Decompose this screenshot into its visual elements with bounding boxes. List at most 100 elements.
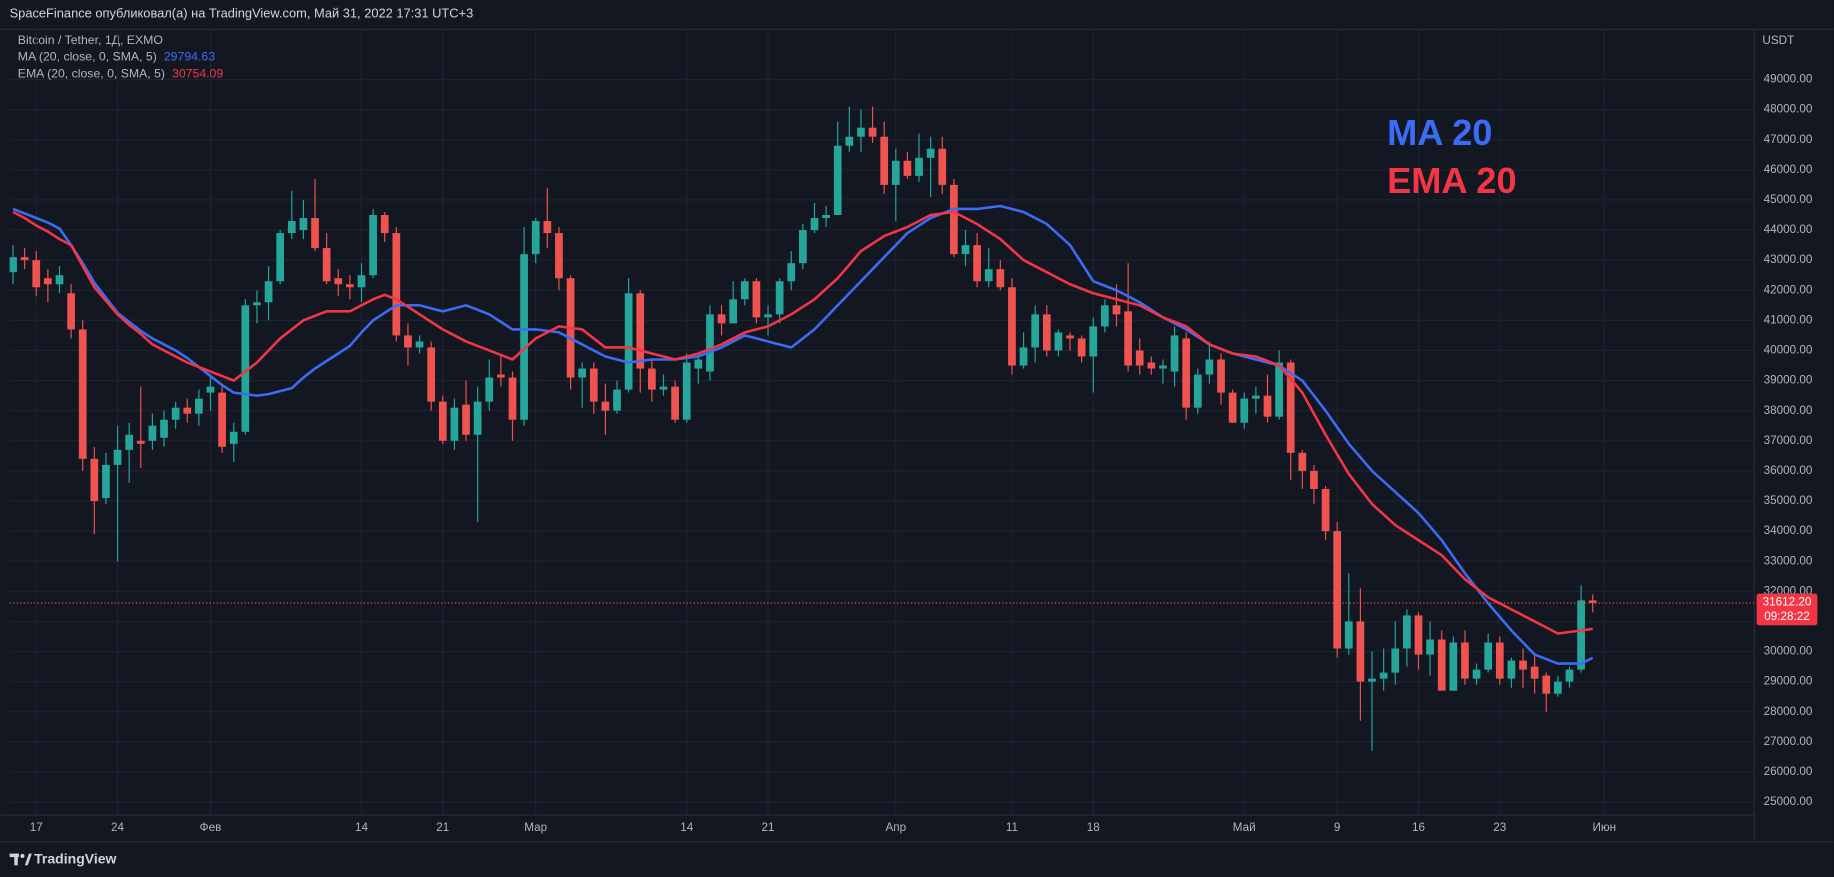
candle-body — [1101, 305, 1109, 327]
candle-body — [125, 434, 134, 450]
y-tick-label: 42000.00 — [1764, 283, 1813, 296]
y-tick-label: 48000.00 — [1764, 103, 1813, 116]
candle-body — [1054, 332, 1063, 351]
candle-body — [1472, 669, 1481, 679]
candle-body — [1252, 395, 1260, 399]
indicator-line — [12, 204, 1594, 665]
candle-body — [1124, 311, 1132, 366]
candle-body — [520, 254, 528, 420]
candle-body — [427, 347, 436, 402]
candle-body — [369, 214, 377, 276]
x-tick-label: Июн — [1593, 821, 1617, 834]
candle-body — [740, 281, 749, 300]
y-tick-label: 25000.00 — [1764, 795, 1813, 808]
candle-body — [438, 401, 447, 441]
candle-body — [113, 449, 122, 465]
candle-body — [1414, 615, 1423, 655]
candle-body — [950, 184, 958, 255]
y-tick-label: 49000.00 — [1764, 73, 1813, 86]
candle-body — [1426, 639, 1434, 655]
candle-body — [1344, 621, 1353, 649]
candle-body — [938, 148, 947, 185]
candle-body — [1310, 470, 1318, 489]
candle-body — [1542, 675, 1551, 694]
candle-body — [636, 293, 645, 369]
candle-body — [926, 148, 935, 158]
x-tick-label: Мар — [524, 821, 547, 834]
candle-body — [729, 299, 738, 324]
candle-body — [810, 218, 819, 231]
x-tick-label: 24 — [111, 821, 125, 834]
candle-body — [90, 458, 99, 502]
candle-body — [1519, 660, 1527, 670]
candle-body — [415, 341, 424, 348]
candle-body — [508, 377, 517, 420]
x-tick-label: 9 — [1334, 821, 1341, 834]
candle-body — [1240, 398, 1249, 423]
candle-body — [206, 386, 215, 393]
x-tick-label: 21 — [762, 821, 775, 834]
candle-body — [276, 233, 285, 282]
candle-body — [775, 281, 784, 315]
x-tick-label: Апр — [885, 821, 906, 834]
candle-body — [311, 218, 319, 249]
legend-name: MA (20, close, 0, SMA, 5) — [18, 50, 157, 64]
candle-body — [799, 230, 807, 264]
candle-body — [241, 305, 250, 432]
candle-body — [1170, 335, 1179, 372]
annotation: EMA 20 — [1387, 160, 1517, 201]
candle-body — [903, 160, 912, 176]
y-tick-label: 35000.00 — [1764, 494, 1813, 507]
y-tick-label: 40000.00 — [1764, 344, 1813, 357]
candle-body — [1159, 365, 1167, 369]
candle-body — [55, 275, 64, 285]
candle-body — [9, 257, 17, 273]
candle-body — [1449, 642, 1458, 691]
publisher-line: SpaceFinance опубликовал(а) на TradingVi… — [10, 5, 474, 20]
candle-body — [706, 314, 714, 372]
y-tick-label: 44000.00 — [1764, 223, 1813, 236]
candle-body — [357, 275, 366, 288]
x-tick-label: 16 — [1412, 821, 1425, 834]
candle-body — [78, 329, 87, 459]
y-tick-label: 36000.00 — [1764, 464, 1813, 477]
candle-body — [20, 257, 29, 261]
y-tick-label: 37000.00 — [1764, 434, 1813, 447]
candle-body — [845, 136, 854, 146]
candle-body — [1577, 600, 1585, 670]
candle-body — [136, 440, 145, 444]
footer-brand: TradingView — [34, 851, 116, 867]
candle-body — [717, 314, 726, 324]
candle-body — [659, 386, 668, 390]
candle-body — [67, 293, 75, 330]
candle-body — [682, 362, 691, 420]
candle-body — [624, 293, 633, 390]
candle-body — [253, 302, 261, 306]
candle-body — [1008, 287, 1016, 366]
plot — [9, 29, 1755, 816]
candle-body — [346, 284, 354, 288]
y-tick-label: 34000.00 — [1764, 524, 1813, 537]
candle-body — [473, 401, 482, 435]
candle-body — [1565, 669, 1574, 682]
candle-body — [392, 233, 401, 336]
overlay: 25000.00 26000.00 27000.00 28000.00 29000.00… — [18, 50, 1818, 834]
y-tick-label: 27000.00 — [1764, 735, 1813, 748]
candle-body — [833, 145, 842, 215]
x-tick-label: 14 — [680, 821, 694, 834]
x-tick-label: 17 — [30, 821, 43, 834]
candle-body — [1321, 488, 1330, 532]
candle-body — [1263, 395, 1272, 417]
candle-body — [601, 401, 610, 411]
candle-body — [1019, 347, 1028, 366]
candle-body — [868, 127, 877, 137]
candle-body — [404, 335, 412, 348]
candle-body — [961, 245, 970, 255]
candle-body — [1286, 362, 1295, 453]
countdown-label: 09:28:22 — [1764, 610, 1809, 623]
candle-body — [264, 281, 273, 303]
candle-body — [1042, 314, 1051, 351]
candle-body — [1391, 648, 1400, 673]
candle-body — [1507, 660, 1516, 679]
